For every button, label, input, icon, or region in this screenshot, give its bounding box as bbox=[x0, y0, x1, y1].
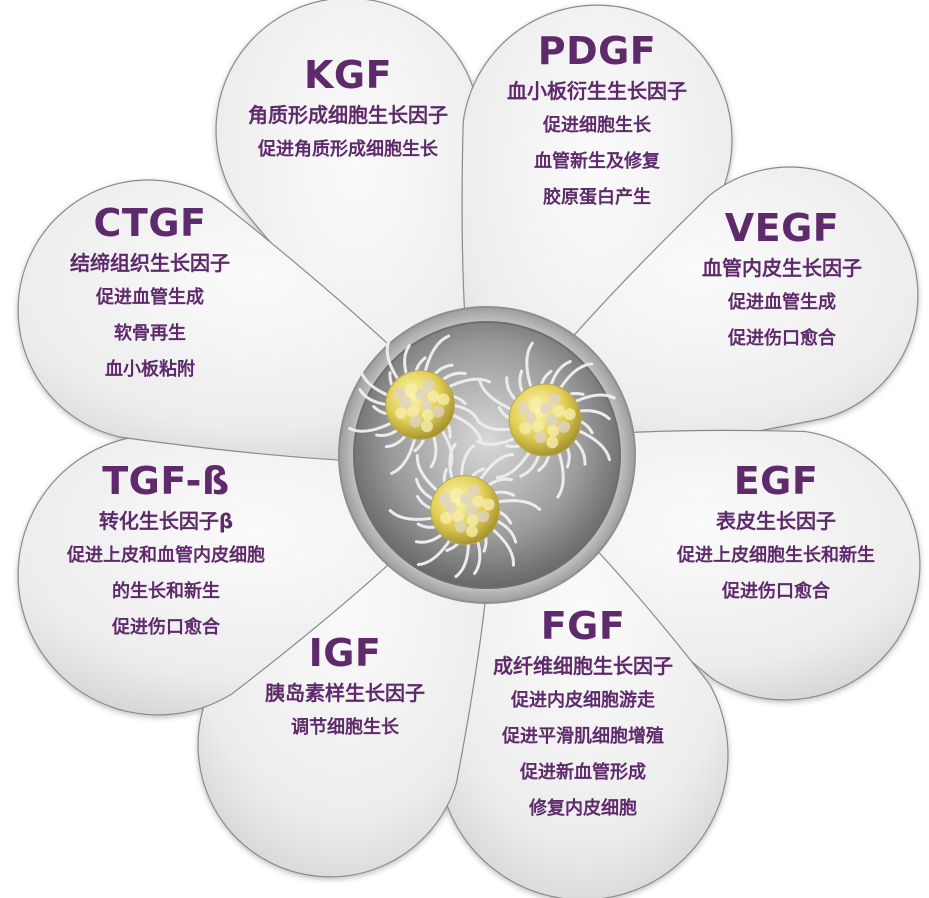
factor-abbreviation: KGF bbox=[303, 53, 393, 97]
factor-function: 促进血管生成 bbox=[728, 292, 836, 313]
platelet-cells-icon bbox=[338, 306, 636, 604]
petal-label-ctgf: CTGF 结缔组织生长因子 促进血管生成 软骨再生血小板粘附 bbox=[70, 200, 230, 388]
petal-label-tgf: TGF-ß 转化生长因子β 促进上皮和血管内皮细胞 的生长和新生 促进伤口愈合 bbox=[67, 458, 265, 646]
factor-abbreviation: VEGF bbox=[724, 206, 840, 250]
factor-function: 胶原蛋白产生 bbox=[543, 187, 651, 208]
factor-function: 促进内皮细胞游走 bbox=[511, 690, 655, 711]
factor-function: 促进伤口愈合 bbox=[722, 581, 830, 602]
factor-full-name: 结缔组织生长因子 bbox=[70, 251, 230, 275]
factor-full-name: 成纤维细胞生长因子 bbox=[493, 654, 673, 678]
factor-function: 调节细胞生长 bbox=[291, 717, 399, 738]
factor-function: 软骨再生 bbox=[114, 323, 186, 344]
factor-function: 促进新血管形成 bbox=[520, 762, 646, 783]
factor-function: 促进上皮和血管内皮细胞 bbox=[67, 545, 265, 566]
factor-function: 促进伤口愈合 bbox=[728, 328, 836, 349]
factor-full-name: 角质形成细胞生长因子 bbox=[248, 103, 448, 127]
factor-full-name: 表皮生长因子 bbox=[716, 509, 836, 533]
factor-abbreviation: PDGF bbox=[537, 29, 657, 73]
petal-label-igf: IGF 胰岛素样生长因子 调节细胞生长 bbox=[265, 630, 425, 746]
factor-function: 血管新生及修复 bbox=[534, 151, 660, 172]
petal-label-vegf: VEGF 血管内皮生长因子 促进血管生成 促进伤口愈合 bbox=[702, 205, 862, 357]
factor-function: 修复内皮细胞 bbox=[529, 798, 637, 819]
factor-function: 促进角质形成细胞生长 bbox=[258, 139, 438, 160]
petal-label-pdgf: PDGF 血小板衍生生长因子 促进细胞生长 血管新生及修复 胶原蛋白产生 bbox=[507, 28, 687, 216]
factor-abbreviation: EGF bbox=[733, 459, 819, 503]
factor-abbreviation: IGF bbox=[308, 631, 382, 675]
petal-label-fgf: FGF 成纤维细胞生长因子 促进内皮细胞游走 促进平滑肌细胞增殖 促进新血管形成 修复内皮… bbox=[493, 603, 673, 827]
factor-function: 促进伤口愈合 bbox=[112, 617, 220, 638]
factor-function: 血小板粘附 bbox=[105, 359, 195, 380]
factor-abbreviation: TGF-ß bbox=[102, 459, 230, 503]
petal-label-egf: EGF 表皮生长因子促进上皮细胞生长和新生 促进伤口愈合 bbox=[677, 458, 875, 610]
platelet-cell bbox=[476, 341, 616, 499]
platelet-cell bbox=[348, 334, 492, 475]
factor-function: 促进细胞生长 bbox=[543, 115, 651, 136]
factor-function: 促进平滑肌细胞增殖 bbox=[502, 726, 664, 747]
factor-function: 促进血管生成 bbox=[96, 287, 204, 308]
factor-full-name: 胰岛素样生长因子 bbox=[265, 681, 425, 705]
factor-abbreviation: FGF bbox=[540, 604, 626, 648]
factor-full-name: 血小板衍生生长因子 bbox=[507, 79, 687, 103]
factor-abbreviation: CTGF bbox=[93, 201, 207, 245]
factor-function: 的生长和新生 bbox=[112, 581, 220, 602]
petal-label-kgf: KGF 角质形成细胞生长因子 促进角质形成细胞生长 bbox=[248, 52, 448, 168]
factor-full-name: 转化生长因子β bbox=[98, 509, 234, 533]
factor-full-name: 血管内皮生长因子 bbox=[702, 256, 862, 280]
platelet-cell bbox=[388, 442, 542, 578]
factor-function: 促进上皮细胞生长和新生 bbox=[677, 545, 875, 566]
